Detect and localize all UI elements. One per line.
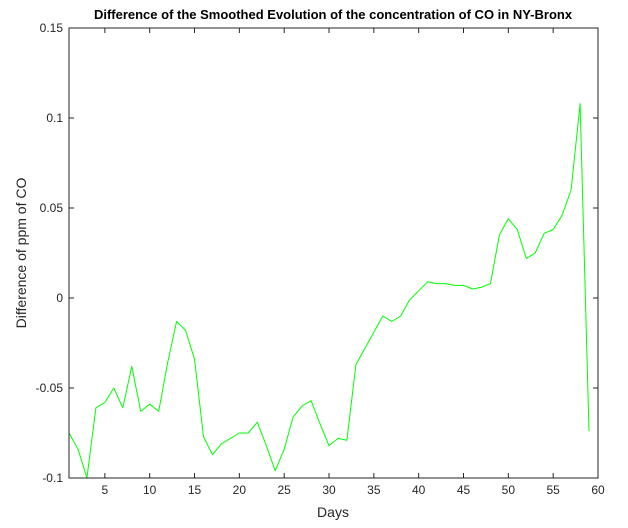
x-tick-label: 25 [278, 483, 292, 497]
x-tick-label: 15 [188, 483, 202, 497]
x-tick-label: 60 [591, 483, 605, 497]
x-tick-label: 55 [546, 483, 560, 497]
x-tick-label: 20 [233, 483, 247, 497]
y-tick-label: 0.1 [46, 111, 63, 125]
series-layer [68, 103, 590, 479]
x-tick-label: 40 [412, 483, 426, 497]
x-tick-label: 5 [102, 483, 109, 497]
x-tick-label: 45 [457, 483, 471, 497]
axis-ticks: 5 10 15 20 25 30 35 40 45 50 55 60 -0.1 -0.05 0 0.05 0.1… [36, 21, 605, 497]
y-tick-label: 0.05 [40, 201, 64, 215]
x-tick-label: 35 [367, 483, 381, 497]
y-tick-label: -0.1 [42, 471, 63, 485]
x-axis-title: Days [317, 504, 349, 520]
x-tick-label: 50 [502, 483, 516, 497]
x-tick-label: 30 [322, 483, 336, 497]
chart-title: Difference of the Smoothed Evolution of … [94, 7, 573, 22]
plot-frame [68, 27, 599, 479]
x-tick-label: 10 [143, 483, 157, 497]
y-tick-label: -0.05 [36, 381, 64, 395]
y-tick-label: 0.15 [40, 21, 64, 35]
y-axis-title: Difference of ppm of CO [13, 178, 29, 329]
series-line [68, 103, 590, 479]
y-tick-label: 0 [56, 291, 63, 305]
